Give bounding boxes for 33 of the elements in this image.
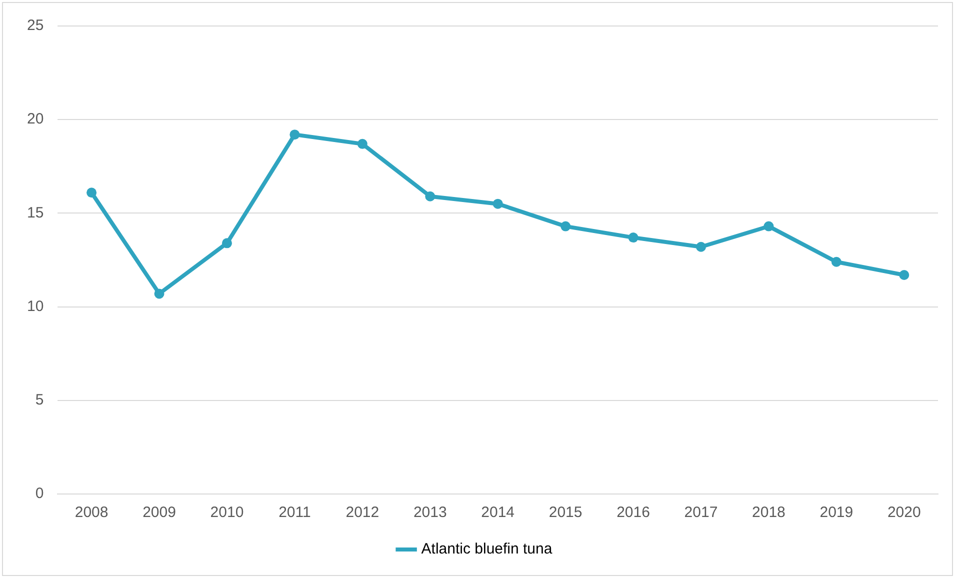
y-tick-label: 20	[26, 110, 44, 128]
x-tick-label: 2015	[548, 504, 582, 522]
point	[764, 221, 774, 232]
x-tick-label: 2014	[481, 504, 515, 522]
y-tick-label: 0	[35, 485, 44, 502]
x-tick-label: 2020	[887, 504, 921, 522]
point	[899, 270, 910, 280]
point	[831, 256, 842, 267]
y-tick-label: 5	[35, 392, 44, 409]
y-tick-label: 25	[26, 17, 44, 34]
y-tick-label: 10	[26, 298, 44, 315]
x-tick-label: 2010	[210, 504, 244, 522]
x-tick-label: 2009	[142, 504, 176, 522]
point	[492, 198, 503, 209]
y-tick-label: 15	[26, 204, 44, 222]
x-tick-label: 2017	[684, 504, 718, 522]
legend-label: Atlantic bluefin tuna	[421, 540, 553, 558]
point	[696, 242, 706, 252]
point	[154, 288, 164, 299]
x-tick-label: 2013	[413, 504, 447, 522]
point	[290, 130, 300, 140]
point	[560, 221, 571, 232]
point	[357, 138, 368, 149]
x-tick-label: 2019	[820, 504, 854, 522]
x-tick-label: 2018	[752, 504, 786, 522]
point	[425, 191, 436, 202]
x-tick-label: 2012	[346, 504, 380, 522]
point	[222, 238, 232, 248]
x-tick-label: 2008	[74, 504, 108, 522]
x-tick-label: 2011	[278, 504, 311, 522]
point	[86, 188, 97, 198]
point	[628, 232, 638, 243]
x-tick-label: 2016	[616, 504, 650, 522]
